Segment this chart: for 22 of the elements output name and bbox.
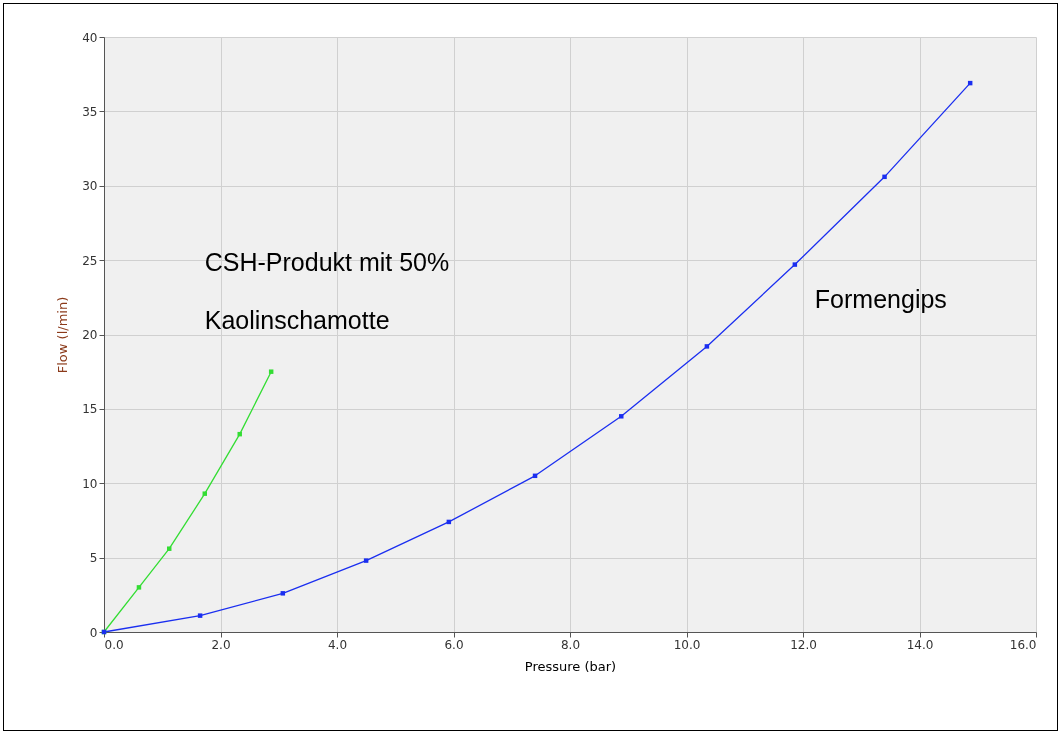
y-tick-label: 35 <box>82 104 98 119</box>
text: CSH-Produkt mit 50% Kaolinschamotte <box>204 248 450 335</box>
x-tick-label: 16.0 <box>1009 637 1037 652</box>
x-axis-title: Pressure (bar) <box>524 658 617 674</box>
y-tick-label: 0 <box>89 625 98 640</box>
y-tick-label: 10 <box>82 476 98 491</box>
y-tick-label: 5 <box>89 551 98 566</box>
series-label: Formengips <box>814 284 947 313</box>
x-tick-label: 12.0 <box>790 637 817 652</box>
y-tick-label: 40 <box>82 30 98 45</box>
x-tick-label: 6.0 <box>444 637 464 652</box>
y-tick-label: 20 <box>82 328 98 342</box>
x-tick-label: 8.0 <box>560 637 581 652</box>
y-axis-title: Flow (l/min) <box>55 296 71 374</box>
x-tick-label: 14.0 <box>906 637 934 652</box>
x-tick-label: 0.0 <box>104 637 124 652</box>
y-tick-label: 15 <box>82 402 98 417</box>
x-tick-label: 2.0 <box>211 637 231 652</box>
y-tick-label: 25 <box>82 253 98 268</box>
x-tick-label: 4.0 <box>327 637 348 652</box>
x-tick-label: 10.0 <box>673 637 701 652</box>
y-tick-label: 30 <box>82 179 98 194</box>
